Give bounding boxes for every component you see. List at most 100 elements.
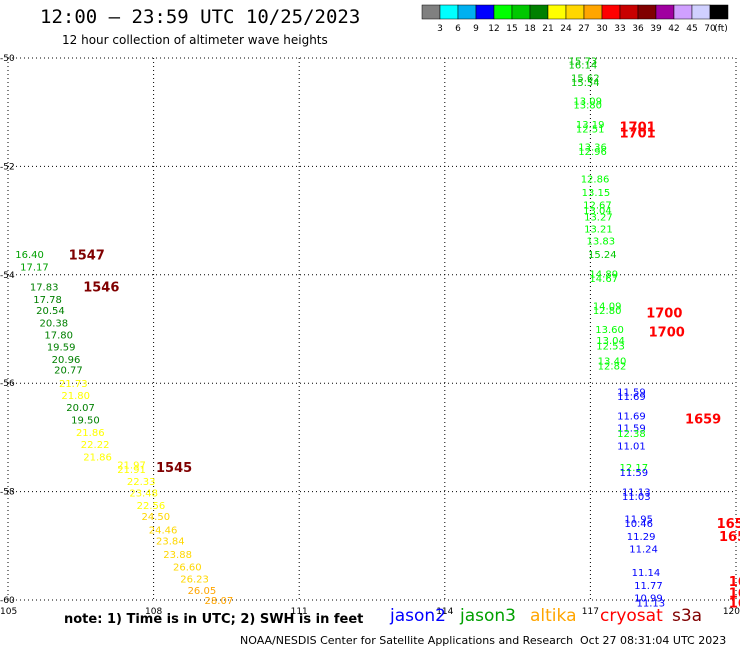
legend-label: (ft) (714, 24, 728, 34)
chart-subtitle: 12 hour collection of altimeter wave hei… (62, 33, 328, 47)
wave-height-value: 11.95 (624, 515, 653, 526)
legend-swatch (421, 4, 441, 20)
time-label: 1700 (646, 307, 682, 322)
legend-label: 9 (473, 24, 479, 34)
satellite-altika: altika (530, 606, 577, 626)
legend-swatch (475, 4, 495, 20)
wave-height-value: 26.05 (188, 586, 217, 597)
wave-height-value: 11.03 (622, 492, 651, 503)
time-label: 165 (729, 597, 740, 612)
legend-swatch (493, 4, 513, 20)
wave-height-value: 13.27 (584, 212, 613, 223)
wave-height-value: 12.17 (620, 463, 649, 474)
wave-height-value: 13.04 (583, 206, 612, 217)
wave-height-value: 13.04 (596, 336, 625, 347)
wave-height-value: 17.17 (20, 263, 49, 274)
time-label: 1659 (717, 517, 740, 532)
satellite-cryosat: cryosat (600, 606, 663, 626)
legend-label: 39 (650, 24, 662, 34)
wave-height-value: 23.48 (129, 489, 158, 500)
y-tick-label: -60 (0, 596, 15, 606)
legend-label: 6 (455, 24, 461, 34)
wave-height-value: 28.07 (205, 596, 234, 607)
wave-height-value: 13.83 (587, 237, 616, 248)
wave-height-value: 12.82 (598, 361, 627, 372)
wave-height-value: 22.56 (137, 501, 166, 512)
wave-height-value: 10.46 (624, 519, 653, 530)
chart-title: 12:00 – 23:59 UTC 10/25/2023 (40, 6, 361, 28)
wave-height-value: 21.86 (76, 428, 105, 439)
wave-height-value: 20.07 (66, 403, 95, 414)
time-label: 1546 (83, 281, 119, 296)
satellite-jason2: jason2 (390, 606, 446, 626)
wave-height-value: 11.01 (617, 442, 646, 453)
wave-height-value: 12.51 (576, 124, 605, 135)
legend-swatch (439, 4, 459, 20)
time-label: 1701 (620, 120, 656, 135)
wave-height-value: 16.40 (15, 250, 44, 261)
wave-height-value: 15.73 (569, 57, 598, 68)
wave-height-value: 21.80 (61, 391, 90, 402)
wave-height-value: 13.80 (573, 101, 602, 112)
wave-height-value: 21.86 (83, 452, 112, 463)
color-legend: 3 6 9 12 15 18 21 24 27 30 33 36 39 42 45 70(ft) (421, 4, 729, 34)
wave-height-value: 11.29 (627, 532, 656, 543)
legend-label: 12 (488, 24, 499, 34)
legend-label: 27 (578, 24, 589, 34)
legend-swatch (583, 4, 603, 20)
legend-label: 42 (668, 24, 679, 34)
wave-height-value: 11.59 (617, 424, 646, 435)
wave-height-value: 26.23 (180, 574, 209, 585)
legend-swatch (691, 4, 711, 20)
footnote-credit: NOAA/NESDIS Center for Satellite Applica… (240, 634, 574, 647)
legend-swatch (547, 4, 567, 20)
wave-height-value: 14.09 (593, 302, 622, 313)
legend-label: 36 (632, 24, 644, 34)
wave-height-value: 19.50 (71, 416, 100, 427)
legend-label: 30 (596, 24, 608, 34)
wave-height-value: 15.24 (588, 250, 617, 261)
x-tick-label: 108 (145, 607, 162, 617)
legend-swatch (511, 4, 531, 20)
y-tick-label: -56 (0, 379, 15, 389)
legend-label: 15 (506, 24, 517, 34)
data-points: 16.40 17.17 17.8317.7820.5420.3817.8019.59… (15, 57, 665, 610)
wave-height-value: 19.59 (47, 342, 76, 353)
wave-height-value: 22.22 (81, 440, 110, 451)
satellite-jason3: jason3 (460, 606, 516, 626)
wave-height-value: 13.36 (578, 142, 607, 153)
legend-swatch (565, 4, 585, 20)
wave-height-value: 16.14 (569, 61, 598, 72)
time-label: 165 (729, 586, 740, 601)
satellite-s3a: s3a (672, 606, 703, 626)
y-tick-label: -52 (0, 162, 15, 172)
wave-height-value: 24.46 (149, 526, 178, 537)
wave-height-value: 20.38 (40, 318, 69, 329)
wave-height-value: 21.91 (117, 465, 146, 476)
time-labels: 1547154615451701170117001700165916591659… (69, 120, 740, 611)
wave-height-value: 13.09 (573, 96, 602, 107)
wave-height-value: 11.69 (617, 412, 646, 423)
legend-swatch (637, 4, 657, 20)
wave-height-value: 11.59 (620, 468, 649, 479)
time-label: 1701 (620, 126, 656, 141)
wave-height-value: 13.60 (595, 325, 624, 336)
footnote-note: note: 1) Time is in UTC; 2) SWH is in fe… (64, 612, 364, 627)
legend-label: 18 (524, 24, 536, 34)
wave-height-value: 14.67 (589, 274, 618, 285)
time-label: 165 (729, 575, 740, 590)
wave-height-value: 11.13 (622, 488, 651, 499)
wave-height-value: 21.97 (117, 461, 146, 472)
wave-height-value: 10.99 (634, 593, 663, 604)
wave-height-value: 24.50 (141, 512, 170, 523)
x-tick-label: 111 (291, 607, 308, 617)
time-label: 1659 (719, 530, 740, 545)
wave-height-value: 11.69 (617, 392, 646, 403)
legend-label: 45 (686, 24, 697, 34)
wave-height-value: 11.13 (637, 599, 666, 610)
y-tick-label: -58 (0, 488, 15, 498)
wave-height-value: 17.83 (30, 283, 59, 294)
wave-height-value: 13.40 (598, 356, 627, 367)
wave-height-value: 21.73 (59, 379, 88, 390)
legend-label: 3 (437, 24, 443, 34)
